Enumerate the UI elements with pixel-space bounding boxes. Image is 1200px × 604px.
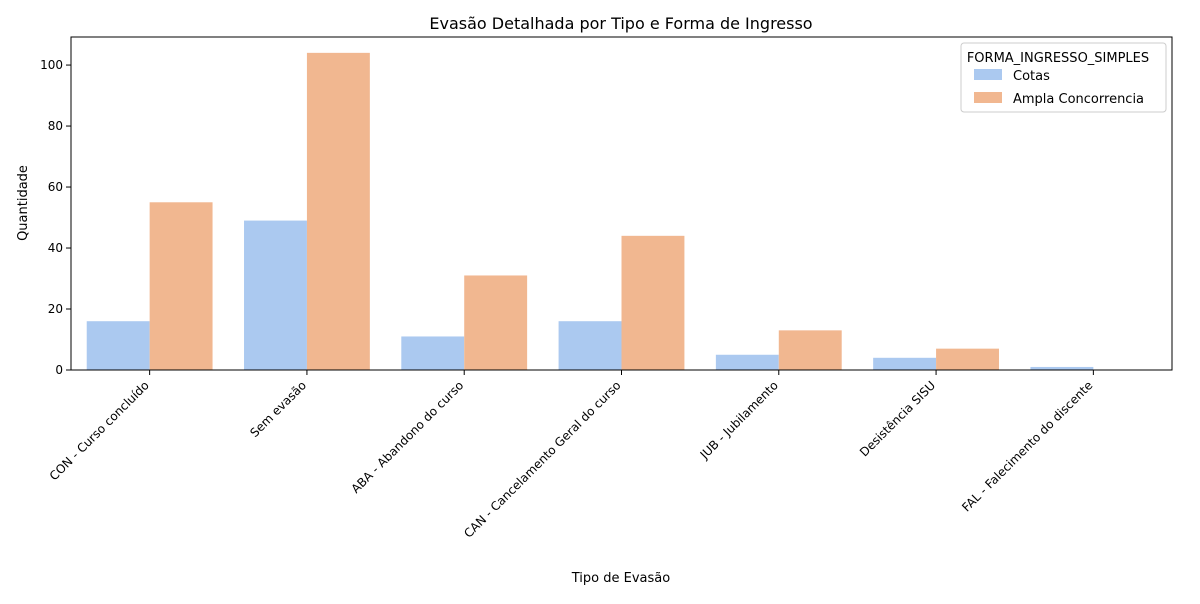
legend-label-ampla-concorrencia: Ampla Concorrencia [1013,92,1144,107]
bar-cotas-can-cancelamento-geral-do-curso [558,321,622,370]
x-tick-label-fal-falecimento-do-discente: FAL - Falecimento do discente [959,378,1095,514]
legend: FORMA_INGRESSO_SIMPLES Cotas Ampla Conco… [960,42,1167,113]
chart-title: Evasão Detalhada por Tipo e Forma de Ing… [429,14,812,33]
legend-title: FORMA_INGRESSO_SIMPLES [967,51,1149,66]
bar-ampla-concorrencia-jub-jubilamento [778,330,842,370]
bar-cotas-fal-falecimento-do-discente [1030,366,1094,370]
x-tick-label-jub-jubilamento: JUB - Jubilamento [697,378,781,462]
bar-ampla-concorrencia-con-curso-concluido [149,202,213,370]
x-axis-label: Tipo de Evasão [571,571,670,586]
y-tick-label: 0 [55,363,63,377]
x-tick-label-can-cancelamento-geral-do-curso: CAN - Cancelamento Geral do curso [461,378,623,540]
bar-cotas-sem-evasao [244,220,307,370]
bar-cotas-con-curso-concluido [86,321,150,370]
y-axis-label: Quantidade [16,165,31,241]
bar-ampla-concorrencia-desistencia-sisu [936,348,999,370]
legend-label-cotas: Cotas [1013,69,1050,84]
bar-ampla-concorrencia-aba-abandono-do-curso [464,275,528,370]
legend-swatch-cotas [974,69,1002,80]
y-tick-label: 60 [48,180,63,194]
y-tick-label: 40 [48,241,63,255]
x-tick-label-con-curso-concluido: CON - Curso concluído [47,378,152,483]
bar-cotas-desistencia-sisu [873,357,937,370]
legend-frame [960,42,1167,113]
bar-cotas-aba-abandono-do-curso [401,336,465,370]
y-tick-label: 100 [40,58,63,72]
x-tick-label-sem-evasao: Sem evasão [247,378,309,440]
y-tick-label: 20 [48,302,63,316]
bar-ampla-concorrencia-can-cancelamento-geral-do-curso [621,235,685,370]
bars-layer [86,52,1094,370]
x-tick-label-aba-abandono-do-curso: ABA - Abandono do curso [349,378,467,496]
y-tick-label: 80 [48,119,63,133]
legend-swatch-ampla-concorrencia [974,92,1002,103]
bar-ampla-concorrencia-sem-evasao [306,52,370,370]
bar-cotas-jub-jubilamento [715,354,779,370]
x-tick-label-desistencia-sisu: Desistência SISU [857,378,938,459]
